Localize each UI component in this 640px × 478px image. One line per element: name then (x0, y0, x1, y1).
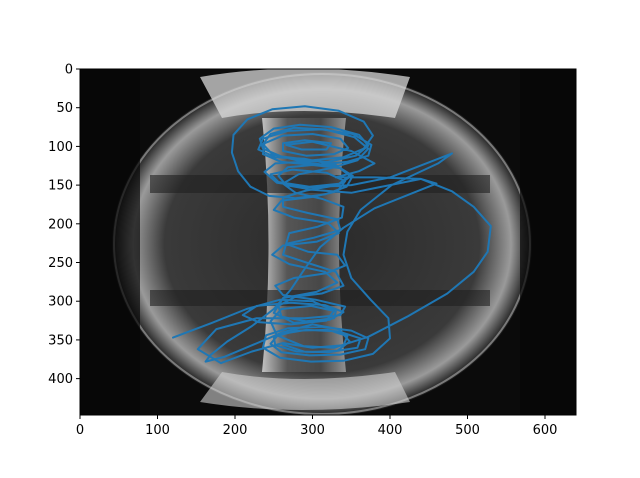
y-axis: 0 50 100 150 200 250 300 350 400 (48, 63, 80, 387)
x-tick-label: 400 (378, 423, 403, 438)
x-tick-label: 300 (300, 423, 325, 438)
y-tick-label: 300 (48, 295, 73, 310)
y-tick-label: 50 (56, 101, 73, 116)
series-layer (172, 105, 492, 365)
x-tick-label: 100 (145, 423, 170, 438)
x-tick-label: 200 (223, 423, 248, 438)
y-tick-label: 0 (65, 63, 73, 78)
x-axis: 0 100 200 300 400 500 600 (76, 415, 558, 438)
background-image (80, 69, 576, 415)
y-tick-label: 400 (48, 372, 73, 387)
y-tick-label: 150 (48, 179, 73, 194)
y-tick-label: 250 (48, 256, 73, 271)
x-tick-label: 500 (455, 423, 480, 438)
axes-frame (79, 68, 577, 416)
y-tick-label: 200 (48, 217, 73, 232)
series-line-0 (172, 105, 492, 365)
x-tick-label: 0 (76, 423, 84, 438)
y-tick-label: 100 (48, 140, 73, 155)
y-tick-label: 350 (48, 333, 73, 348)
x-tick-label: 600 (533, 423, 558, 438)
